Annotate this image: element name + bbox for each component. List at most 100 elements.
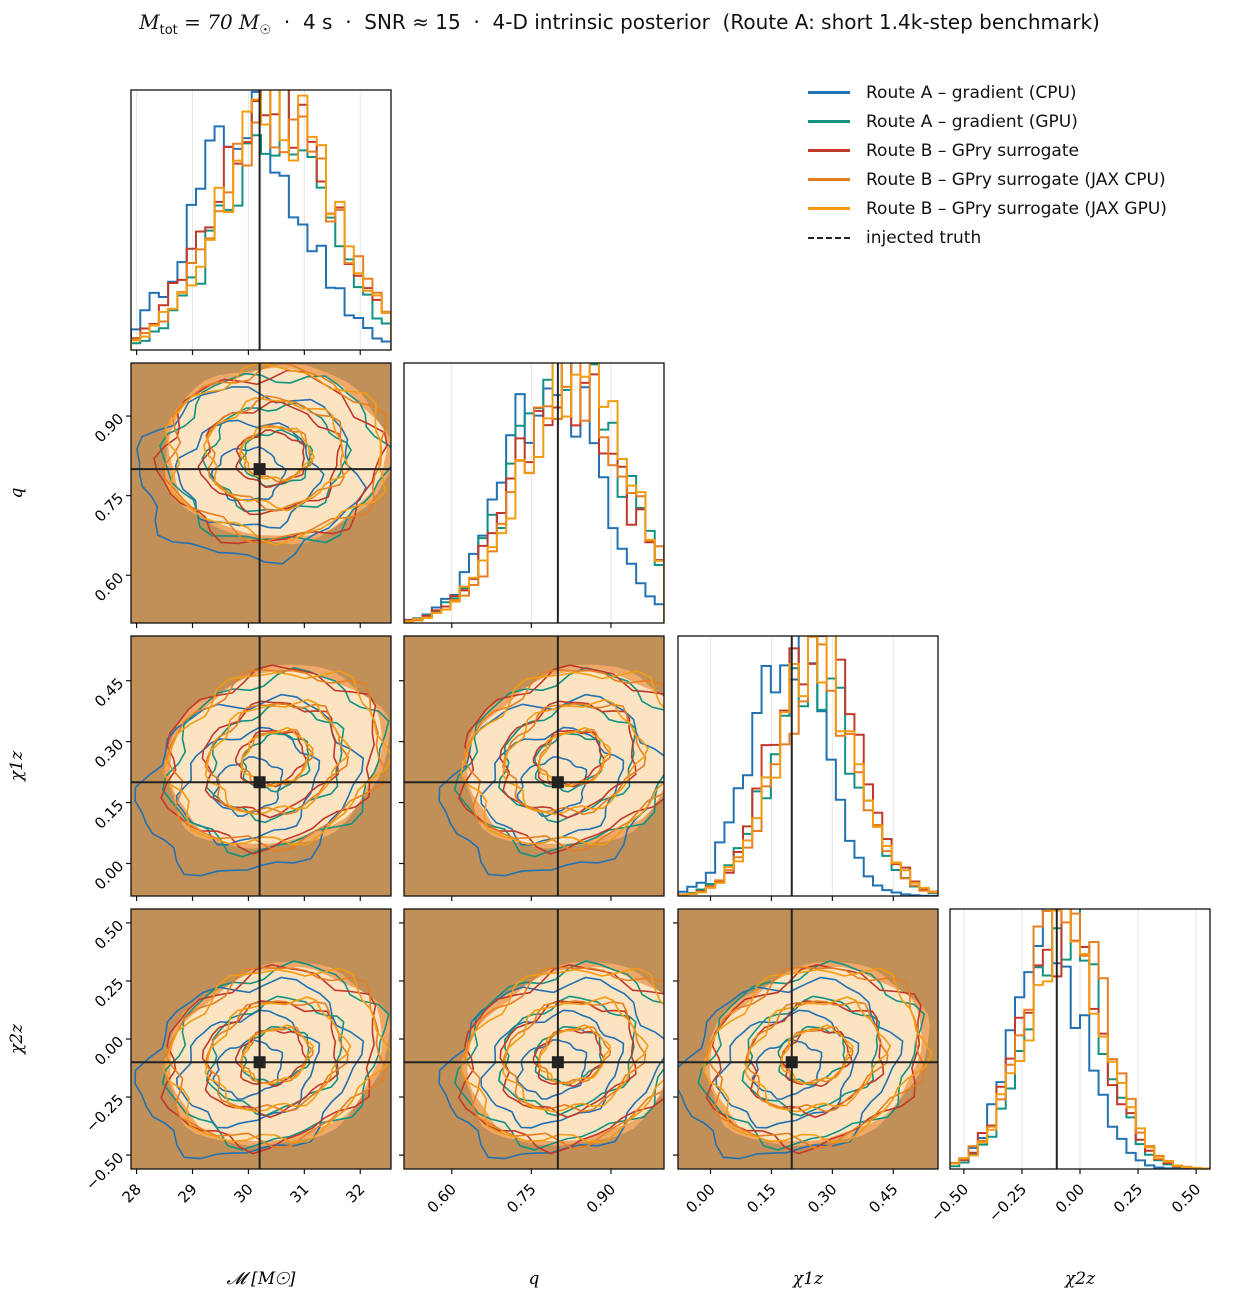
legend-swatch (808, 207, 850, 210)
truth-marker (551, 1056, 564, 1069)
joint-panel: 0.00 0.15 0.30 0.45 (673, 908, 939, 1217)
contour-line (159, 372, 391, 544)
panel-inner (131, 636, 391, 896)
figure-title: Mtot = 70 M☉ · 4 s · SNR ≈ 15 · 4-D intr… (0, 10, 1239, 38)
x-axis-label: χ1z (792, 1269, 824, 1289)
contour-line (715, 1009, 860, 1129)
y-tick-label: 0.75 (91, 489, 127, 525)
contour-line (744, 996, 892, 1113)
legend-item: Route B – GPry surrogate (JAX GPU) (808, 194, 1167, 223)
joint-panel: 28 29 30 31 32 −0.50 −0.25 0.00 0.25 0.50 (82, 908, 392, 1206)
contour-line (438, 976, 664, 1160)
legend-label: Route B – GPry surrogate (866, 140, 1079, 161)
histogram-series (678, 636, 938, 896)
histogram-series (404, 363, 664, 623)
legend-item: Route A – gradient (CPU) (808, 78, 1167, 107)
contour-line (678, 976, 904, 1160)
x-tick-label: 31 (286, 1180, 312, 1206)
contour-line (533, 732, 603, 793)
legend-label: Route A – gradient (GPU) (866, 111, 1078, 132)
x-tick-label: 0.25 (1110, 1180, 1146, 1216)
marginal-panel (403, 362, 665, 628)
contour-line (239, 424, 314, 483)
contour-line (480, 1009, 625, 1129)
contour-line (457, 664, 664, 855)
contour-line (537, 728, 612, 787)
contour-line (241, 726, 315, 788)
x-tick-label: 30 (230, 1180, 256, 1206)
contour-line (134, 976, 365, 1160)
legend-swatch-dashed (808, 236, 850, 239)
contour-line (162, 967, 391, 1143)
contour-line (460, 670, 664, 846)
contour-line (460, 967, 664, 1143)
contour-line (438, 693, 664, 877)
marginal-panel: −0.50 −0.25 0.00 0.25 0.50 (927, 908, 1211, 1225)
contour-line (210, 446, 287, 502)
histogram-series (404, 363, 664, 623)
y-tick-label: 0.50 (91, 917, 127, 953)
joint-panel: 0.60 0.75 0.90 (91, 362, 392, 628)
contour-line (502, 996, 649, 1113)
contour-line (204, 996, 352, 1113)
contour-line (165, 668, 387, 852)
contour-line (702, 967, 933, 1143)
contour-line (502, 702, 647, 816)
title-mass-symbol: M (139, 10, 160, 34)
legend-swatch (808, 91, 850, 94)
x-tick-label: 0.30 (804, 1180, 840, 1216)
contour-line (240, 1025, 314, 1085)
legend-item: Route B – GPry surrogate (808, 136, 1167, 165)
panel-frame (130, 89, 392, 351)
contour-line (480, 726, 625, 846)
legend-item: Route B – GPry surrogate (JAX CPU) (808, 165, 1167, 194)
contour-line (697, 960, 926, 1151)
y-tick-label: 0.00 (91, 857, 127, 893)
joint-panel (399, 635, 665, 901)
x-tick-label: 0.50 (1168, 1180, 1204, 1216)
title-mass-sub: tot (159, 23, 178, 38)
contour-line (499, 700, 637, 819)
x-axis-label: 𝓜 [M☉] (227, 1269, 296, 1289)
contour-line (241, 1024, 315, 1085)
histogram-series (404, 363, 664, 623)
legend-label: Route B – GPry surrogate (JAX CPU) (866, 169, 1166, 190)
y-tick-label: 0.60 (91, 569, 127, 605)
joint-panel: 0.60 0.75 0.90 (399, 908, 665, 1217)
x-tick-label: −0.50 (927, 1180, 972, 1225)
title-mass-value: = 70 M (177, 10, 260, 34)
legend-item: injected truth (808, 223, 1167, 252)
x-tick-label: 28 (119, 1180, 145, 1206)
legend-label: injected truth (866, 227, 982, 248)
contour-line (205, 995, 345, 1117)
y-tick-label: 0.00 (91, 1033, 127, 1069)
contour-line (160, 963, 377, 1155)
x-axis-label: q (529, 1269, 540, 1289)
contour-line (134, 693, 365, 877)
panel-frame (130, 362, 392, 624)
y-tick-label: 0.15 (91, 796, 127, 832)
legend-swatch (808, 149, 850, 152)
panel-inner (404, 636, 664, 896)
panel-inner (404, 909, 664, 1169)
y-tick-label: −0.50 (82, 1149, 127, 1194)
contour-line (238, 426, 315, 482)
contour-line (538, 726, 612, 788)
contour-line (163, 363, 387, 545)
x-tick-label: 32 (342, 1180, 368, 1206)
legend: Route A – gradient (CPU) Route A – gradi… (808, 78, 1167, 252)
y-tick-label: 0.25 (91, 975, 127, 1011)
y-tick-label: −0.25 (82, 1091, 127, 1136)
histogram-series (404, 363, 664, 623)
panel-inner (678, 909, 938, 1169)
panel-inner (131, 909, 391, 1169)
contour-line (516, 1039, 588, 1100)
contour-line (502, 1000, 647, 1113)
x-axis-label: χ2z (1064, 1269, 1096, 1289)
panel-inner (131, 363, 391, 623)
y-tick-label: 0.30 (91, 735, 127, 771)
panel-frame (403, 362, 665, 624)
panel-inner (404, 363, 664, 623)
legend-label: Route B – GPry surrogate (JAX GPU) (866, 198, 1167, 219)
panel-frame (403, 635, 665, 897)
